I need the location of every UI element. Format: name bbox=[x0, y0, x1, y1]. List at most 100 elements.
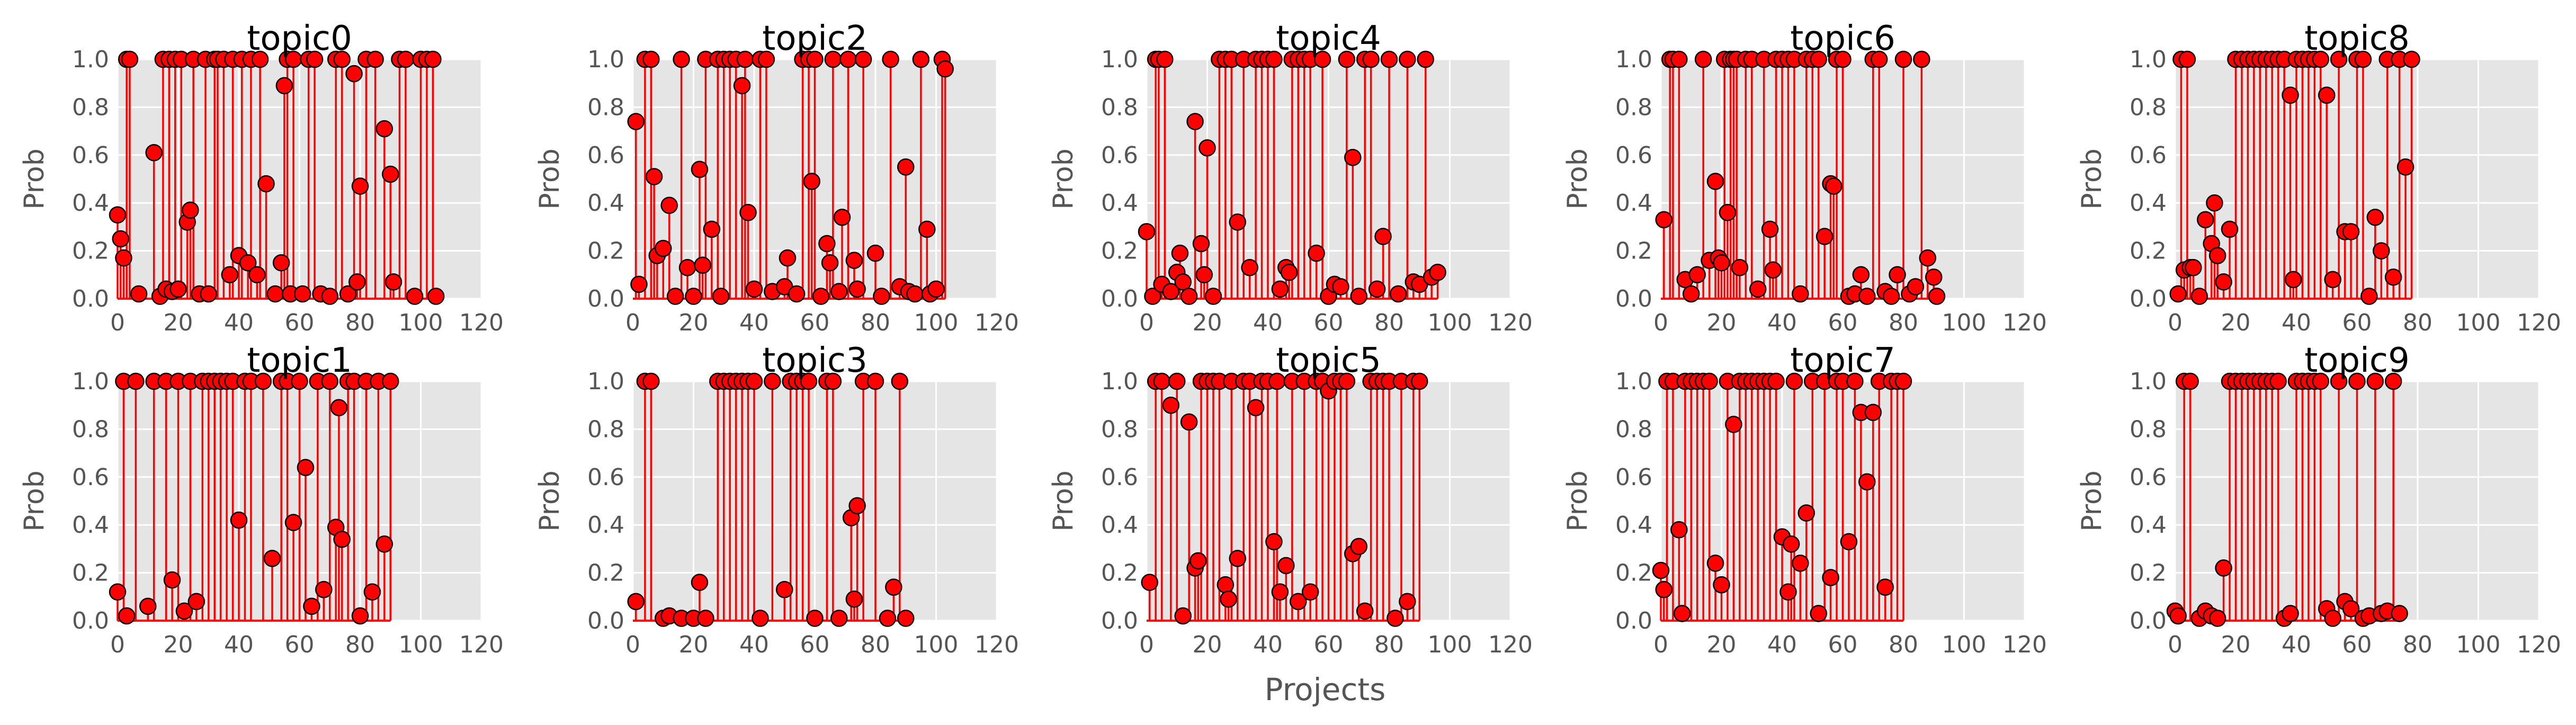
data-point bbox=[812, 288, 830, 305]
data-point bbox=[1156, 50, 1174, 68]
data-point bbox=[200, 285, 217, 303]
x-tick-label: 120 bbox=[2002, 631, 2047, 658]
y-tick-label: 0.8 bbox=[587, 94, 624, 121]
data-point bbox=[272, 254, 290, 272]
x-tick-label: 80 bbox=[1374, 631, 1404, 658]
data-point bbox=[1271, 280, 1289, 298]
data-point bbox=[2312, 372, 2330, 390]
x-tick-label: 60 bbox=[800, 631, 830, 658]
data-point bbox=[1174, 273, 1192, 291]
subplot-title: topic7 bbox=[1790, 341, 1895, 380]
data-point bbox=[1380, 50, 1398, 68]
data-point bbox=[1694, 50, 1712, 68]
data-point bbox=[2348, 372, 2366, 390]
data-point bbox=[1894, 50, 1912, 68]
y-axis-label: Prob bbox=[19, 148, 50, 210]
data-point bbox=[873, 288, 890, 305]
y-tick-label: 0.4 bbox=[1615, 512, 1652, 539]
data-point bbox=[1350, 288, 1367, 305]
data-point bbox=[691, 574, 709, 591]
x-tick-label: 20 bbox=[2221, 631, 2251, 658]
data-point bbox=[1725, 416, 1742, 433]
data-point bbox=[1350, 538, 1367, 556]
data-point bbox=[1162, 396, 1180, 414]
x-tick-label: 20 bbox=[679, 309, 709, 336]
data-point bbox=[1792, 285, 1809, 303]
x-tick-label: 100 bbox=[914, 631, 959, 658]
data-point bbox=[1180, 288, 1198, 305]
data-point bbox=[1195, 266, 1213, 284]
data-point bbox=[2221, 220, 2239, 238]
data-point bbox=[363, 583, 381, 601]
data-point bbox=[1713, 576, 1730, 594]
y-tick-label: 0.4 bbox=[2130, 512, 2167, 539]
x-tick-label: 40 bbox=[2282, 631, 2311, 658]
data-point bbox=[2312, 50, 2330, 68]
x-tick-label: 60 bbox=[800, 309, 830, 336]
subplot-topic3: topic3 0.0 0.2 0.4 0.6 0.8 1.0 0 20 40 60 80 100 120 P… bbox=[534, 341, 1019, 658]
data-point bbox=[257, 175, 275, 193]
y-tick-label: 0.8 bbox=[1615, 94, 1652, 121]
data-point bbox=[2396, 158, 2414, 176]
y-tick-label: 1.0 bbox=[2130, 46, 2167, 73]
y-tick-label: 0.2 bbox=[1101, 238, 1138, 265]
x-tick-label: 40 bbox=[1767, 309, 1797, 336]
data-point bbox=[2181, 372, 2199, 390]
x-tick-label: 0 bbox=[1139, 309, 1154, 336]
y-tick-label: 0.0 bbox=[587, 607, 624, 634]
data-point bbox=[2366, 372, 2384, 390]
y-tick-label: 0.8 bbox=[1101, 416, 1138, 443]
data-point bbox=[1870, 50, 1888, 68]
subplot-title: topic9 bbox=[2304, 341, 2410, 380]
data-point bbox=[691, 160, 709, 178]
y-axis-label: Prob bbox=[2076, 470, 2108, 532]
x-tick-label: 120 bbox=[1488, 309, 1533, 336]
data-point bbox=[187, 593, 205, 611]
y-tick-label: 0.4 bbox=[1101, 512, 1138, 539]
data-point bbox=[906, 285, 924, 303]
data-point bbox=[1864, 404, 1882, 422]
x-tick-label: 40 bbox=[739, 631, 769, 658]
data-point bbox=[1171, 244, 1189, 262]
data-point bbox=[866, 244, 884, 262]
data-point bbox=[879, 610, 897, 627]
data-point bbox=[1782, 535, 1800, 553]
data-point bbox=[1834, 50, 1851, 68]
y-tick-label: 1.0 bbox=[1101, 368, 1138, 395]
x-tick-label: 20 bbox=[1193, 309, 1222, 336]
x-tick-label: 100 bbox=[1428, 631, 1472, 658]
data-point bbox=[627, 593, 645, 611]
data-point bbox=[2373, 242, 2390, 259]
data-point bbox=[348, 273, 366, 291]
y-tick-label: 0.2 bbox=[72, 238, 109, 265]
subplot-title: topic6 bbox=[1790, 19, 1895, 58]
data-point bbox=[382, 372, 399, 390]
data-point bbox=[779, 249, 797, 267]
data-point bbox=[284, 514, 302, 531]
x-tick-label: 100 bbox=[914, 309, 959, 336]
data-point bbox=[1652, 561, 1670, 579]
data-point bbox=[642, 50, 660, 68]
x-tick-label: 120 bbox=[459, 631, 504, 658]
data-point bbox=[109, 206, 127, 224]
x-tick-label: 100 bbox=[1942, 309, 1987, 336]
data-point bbox=[739, 204, 757, 221]
x-tick-label: 80 bbox=[1374, 309, 1404, 336]
data-point bbox=[175, 602, 193, 620]
data-point bbox=[121, 50, 139, 68]
y-tick-label: 0.8 bbox=[72, 94, 109, 121]
data-point bbox=[666, 288, 684, 305]
y-axis-label: Prob bbox=[1562, 470, 1594, 532]
data-point bbox=[397, 50, 415, 68]
data-point bbox=[1368, 280, 1386, 298]
y-tick-label: 0.0 bbox=[2130, 285, 2167, 312]
data-point bbox=[2208, 610, 2226, 627]
data-point bbox=[1876, 578, 1894, 596]
y-axis-label: Prob bbox=[534, 470, 566, 532]
x-tick-label: 40 bbox=[2282, 309, 2311, 336]
data-point bbox=[927, 280, 945, 298]
data-point bbox=[333, 531, 351, 548]
y-tick-label: 0.8 bbox=[2130, 94, 2167, 121]
x-tick-label: 0 bbox=[1653, 631, 1668, 658]
x-tick-label: 60 bbox=[2342, 309, 2372, 336]
